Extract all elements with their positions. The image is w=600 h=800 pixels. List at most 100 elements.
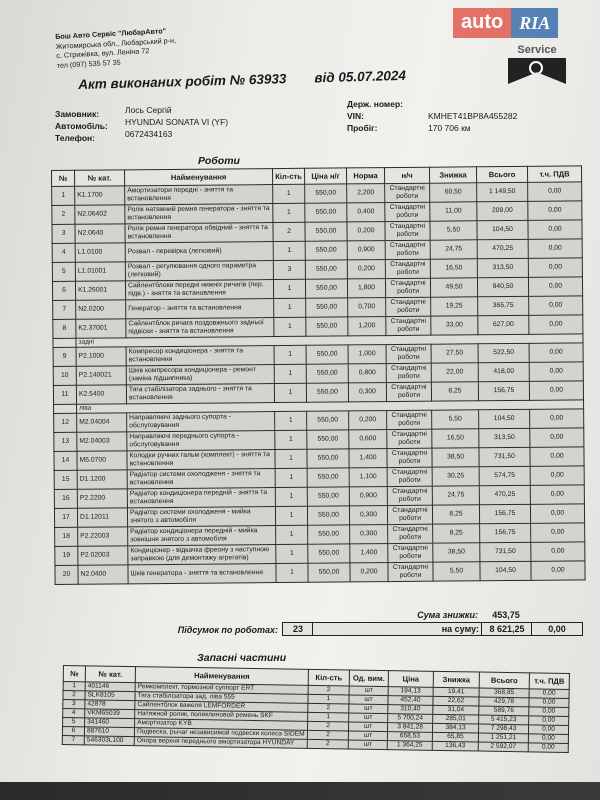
customer-label: Замовник: bbox=[55, 109, 100, 119]
parts-cell-n: 2 bbox=[62, 690, 86, 700]
works-cell-qty: 3 bbox=[273, 260, 306, 280]
works-cell-norm: 0,200 bbox=[346, 221, 386, 241]
works-cell-total: 104,50 bbox=[479, 561, 532, 581]
works-cell-norm: 1,000 bbox=[348, 344, 387, 364]
works-cell-name: Шків компресора кондиціонера - ремонт (з… bbox=[126, 364, 275, 385]
works-cell-price: 550,00 bbox=[304, 202, 347, 223]
works-cell-qty: 1 bbox=[274, 383, 307, 403]
works-sum-label: на суму: bbox=[312, 622, 482, 636]
works-cell-n: 6 bbox=[52, 281, 76, 301]
works-cell-vat: 0,00 bbox=[530, 560, 586, 581]
works-cell-norm: 2,200 bbox=[346, 183, 385, 203]
works-column-header: Норма bbox=[346, 167, 385, 184]
works-cell-n: 11 bbox=[53, 385, 77, 405]
works-cell-vat: 0,00 bbox=[527, 219, 583, 240]
works-cell-vat: 0,00 bbox=[530, 522, 585, 543]
parts-cell-cat: 401146 bbox=[85, 681, 136, 692]
bosch-service-logo: Service bbox=[505, 44, 569, 84]
works-cell-price: 550,00 bbox=[305, 316, 348, 337]
works-cell-cat: K2.37001 bbox=[75, 318, 126, 339]
works-cell-norm: 0,300 bbox=[348, 382, 387, 402]
document-title: Акт виконаних робіт № 63933 від 05.07.202… bbox=[78, 68, 406, 92]
works-cell-vat: 0,00 bbox=[530, 484, 585, 505]
works-cell-disc: 16,50 bbox=[431, 428, 479, 449]
works-cell-norm: 0,900 bbox=[347, 240, 386, 260]
works-cell-cat: P2.02003 bbox=[77, 545, 128, 566]
works-cell-total: 940,50 bbox=[477, 277, 529, 297]
works-cell-price: 550,00 bbox=[306, 448, 350, 469]
works-cell-vat: 0,00 bbox=[528, 257, 583, 278]
works-cell-type: Стандартні роботи bbox=[386, 382, 432, 402]
works-column-header: Кіл-сть bbox=[272, 168, 305, 185]
works-cell-cat: K1.26001 bbox=[75, 280, 126, 301]
works-summary-label: Підсумок по роботах: bbox=[177, 625, 278, 635]
parts-cell-n: 7 bbox=[62, 735, 85, 745]
vehicle-values: KMHET41BP8A455282 170 706 км bbox=[428, 98, 517, 134]
works-cell-qty: 1 bbox=[274, 364, 307, 384]
works-cell-name: Розвал - перевірка (легковий) bbox=[125, 241, 274, 262]
parts-cell-disc: 136,43 bbox=[432, 741, 479, 752]
bosch-service-text: Service bbox=[517, 44, 557, 56]
works-column-header: Знижка bbox=[429, 166, 477, 184]
vin-value: KMHET41BP8A455282 bbox=[428, 111, 518, 121]
works-cell-disc: 49,50 bbox=[430, 277, 478, 298]
parts-column-header: т.ч. ПДВ bbox=[529, 672, 570, 690]
works-cell-price: 550,00 bbox=[304, 221, 348, 242]
parts-cell-cat: SLK8105 bbox=[84, 690, 136, 701]
works-cell-n: 19 bbox=[54, 546, 78, 566]
works-cell-qty: 1 bbox=[275, 468, 308, 488]
customer-values: Лось Сергій HYUNDAI SONATA VI (YF) 06724… bbox=[125, 104, 228, 140]
works-cell-type: Стандартні роботи bbox=[387, 505, 433, 525]
works-cell-total: 731,50 bbox=[479, 542, 531, 562]
works-cell-name: Генератор - зняття та встановлення bbox=[125, 298, 274, 319]
works-cell-cat: N2.06402 bbox=[74, 204, 125, 225]
works-column-header: Всього bbox=[476, 166, 528, 183]
works-cell-total: 574,75 bbox=[479, 466, 531, 486]
customer-labels: Замовник: Автомобіль: Телефон: bbox=[55, 108, 108, 144]
works-cell-total: 313,50 bbox=[478, 428, 530, 448]
works-cell-disc: 33,00 bbox=[430, 315, 478, 336]
works-cell-vat: 0,00 bbox=[528, 238, 583, 259]
works-cell-vat: 0,00 bbox=[528, 295, 583, 316]
works-table: № № кат. Найменування Кіл-сть Ціна н/г Норма н… bbox=[51, 165, 586, 585]
works-cell-cat: L1.0100 bbox=[75, 242, 126, 263]
works-cell-norm: 0,700 bbox=[347, 297, 386, 317]
works-cell-total: 365,75 bbox=[477, 296, 529, 316]
bosch-emblem-icon bbox=[508, 58, 566, 84]
works-cell-type: Стандартні роботи bbox=[384, 202, 430, 222]
works-cell-vat: 0,00 bbox=[529, 408, 584, 429]
works-cell-cat: P2.2200 bbox=[77, 488, 128, 509]
works-cell-qty: 1 bbox=[274, 411, 307, 431]
parts-cell-n: 1 bbox=[63, 681, 86, 691]
works-sum-value: 8 621,25 bbox=[481, 622, 533, 636]
works-row: 20 N2.0400 Шків генератора - зняття та вст… bbox=[54, 560, 586, 585]
works-column-header: т.ч. ПДВ bbox=[527, 165, 582, 183]
works-cell-norm: 0,600 bbox=[348, 429, 387, 449]
works-cell-name: Ролік ремня генератора обвідний - зняття… bbox=[124, 222, 274, 243]
works-cell-disc: 11,00 bbox=[429, 201, 477, 222]
works-cell-vat: 0,00 bbox=[529, 342, 584, 363]
works-cell-type: Стандартні роботи bbox=[387, 486, 433, 506]
works-cell-type: Стандартні роботи bbox=[387, 467, 433, 487]
works-cell-disc: 5,50 bbox=[429, 220, 478, 241]
works-cell-cat: K2.5400 bbox=[76, 384, 127, 405]
works-cell-name: Направляючі заднього супорта - обслугову… bbox=[126, 411, 275, 432]
works-cell-qty: 1 bbox=[272, 203, 305, 223]
plate-label: Держ. номер: bbox=[347, 99, 403, 109]
works-cell-n: 12 bbox=[53, 413, 77, 433]
works-cell-qty: 1 bbox=[275, 563, 309, 583]
works-cell-type: Стандартні роботи bbox=[385, 259, 431, 279]
works-cell-qty: 1 bbox=[274, 449, 308, 469]
works-cell-name: Розвал - регулювання одного параметра (л… bbox=[125, 260, 274, 281]
works-cell-n: 20 bbox=[54, 565, 79, 585]
works-cell-name: Радіатор системи охолодженя - зняття та … bbox=[127, 468, 276, 489]
works-cell-vat: 0,00 bbox=[528, 276, 583, 297]
works-cell-qty: 2 bbox=[272, 222, 306, 242]
works-cell-n: 7 bbox=[52, 300, 76, 320]
works-cell-norm: 0,300 bbox=[349, 524, 388, 544]
works-cell-disc: 30,25 bbox=[432, 466, 480, 487]
works-cell-norm: 0,800 bbox=[348, 363, 387, 383]
works-cell-price: 550,00 bbox=[305, 240, 348, 261]
works-cell-vat: 0,00 bbox=[527, 181, 582, 202]
works-cell-n: 9 bbox=[53, 347, 77, 367]
